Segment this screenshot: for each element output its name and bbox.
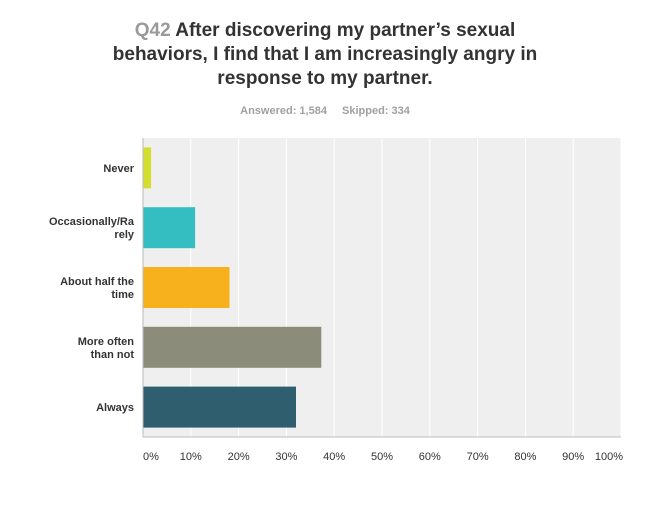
- x-tick-label: 60%: [419, 451, 441, 463]
- x-tick-label: 100%: [595, 451, 623, 463]
- category-label: than not: [91, 349, 135, 361]
- x-tick-label: 70%: [467, 451, 489, 463]
- category-label: time: [111, 289, 134, 301]
- x-tick-label: 10%: [180, 451, 202, 463]
- x-tick-label: 40%: [323, 451, 345, 463]
- bar: [143, 147, 152, 189]
- category-label: Never: [103, 163, 134, 175]
- bar: [143, 207, 196, 249]
- skipped-count: Skipped: 334: [342, 105, 410, 117]
- x-tick-label: 30%: [275, 451, 297, 463]
- x-tick-label: 80%: [514, 451, 536, 463]
- question-text: After discovering my partner’s sexual be…: [112, 20, 538, 89]
- category-label: rely: [114, 229, 134, 241]
- question-number: Q42: [134, 20, 171, 41]
- x-tick-label: 50%: [371, 451, 393, 463]
- bar: [143, 267, 230, 308]
- chart-title: Q42 After discovering my partner’s sexua…: [100, 19, 550, 91]
- bar: [143, 326, 322, 368]
- answered-count: Answered: 1,584: [240, 105, 327, 117]
- category-label: Always: [96, 402, 134, 414]
- x-tick-label: 0%: [143, 451, 159, 463]
- category-label: Occasionally/Ra: [49, 216, 135, 228]
- bar: [143, 386, 296, 428]
- response-stats: Answered: 1,584 Skipped: 334: [100, 105, 550, 117]
- category-label: About half the: [60, 276, 134, 288]
- x-tick-label: 20%: [228, 451, 250, 463]
- category-label: More often: [78, 336, 135, 348]
- x-tick-label: 90%: [562, 451, 584, 463]
